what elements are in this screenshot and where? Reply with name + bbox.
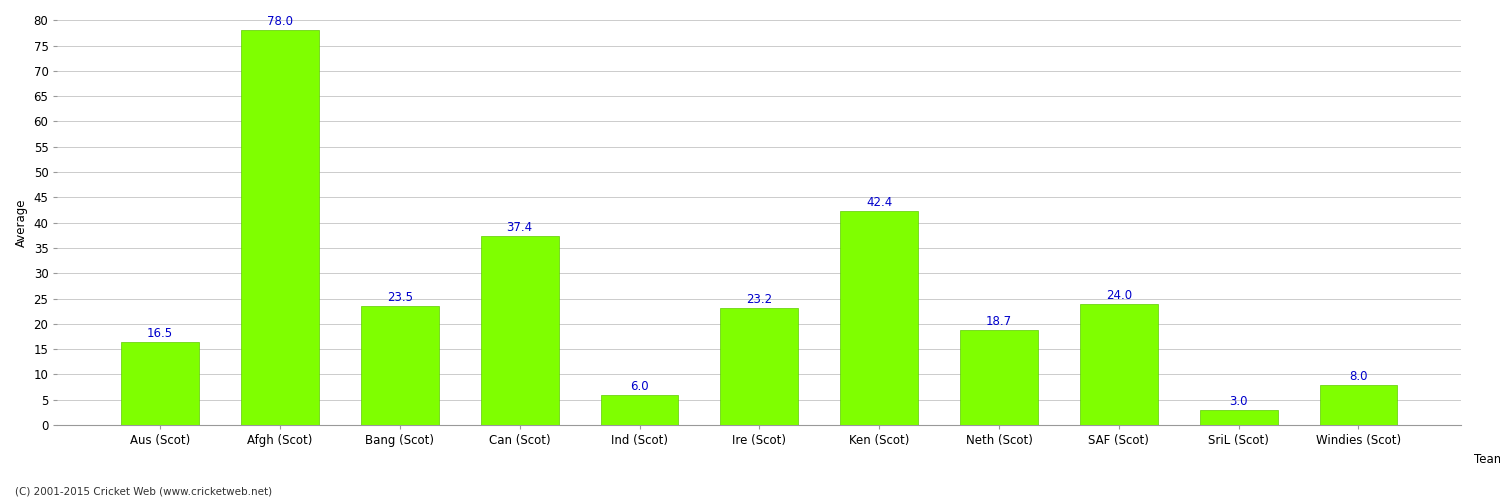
Y-axis label: Average: Average (15, 198, 28, 247)
Bar (960, 330, 1038, 425)
Text: 18.7: 18.7 (986, 316, 1012, 328)
Text: 23.2: 23.2 (747, 292, 772, 306)
Text: 6.0: 6.0 (630, 380, 650, 392)
Bar (1320, 384, 1398, 425)
Bar (720, 308, 798, 425)
Text: 16.5: 16.5 (147, 326, 174, 340)
Text: 24.0: 24.0 (1106, 288, 1132, 302)
Bar (1200, 410, 1278, 425)
Text: (C) 2001-2015 Cricket Web (www.cricketweb.net): (C) 2001-2015 Cricket Web (www.cricketwe… (15, 487, 272, 497)
Bar (242, 30, 320, 425)
X-axis label: Team: Team (1473, 454, 1500, 466)
Text: 37.4: 37.4 (507, 221, 532, 234)
Bar (1080, 304, 1158, 425)
Bar (840, 210, 918, 425)
Bar (362, 306, 440, 425)
Text: 8.0: 8.0 (1348, 370, 1368, 382)
Bar (122, 342, 200, 425)
Text: 3.0: 3.0 (1230, 395, 1248, 408)
Text: 78.0: 78.0 (267, 16, 292, 28)
Text: 42.4: 42.4 (865, 196, 892, 208)
Bar (482, 236, 558, 425)
Text: 23.5: 23.5 (387, 291, 412, 304)
Bar (600, 394, 678, 425)
